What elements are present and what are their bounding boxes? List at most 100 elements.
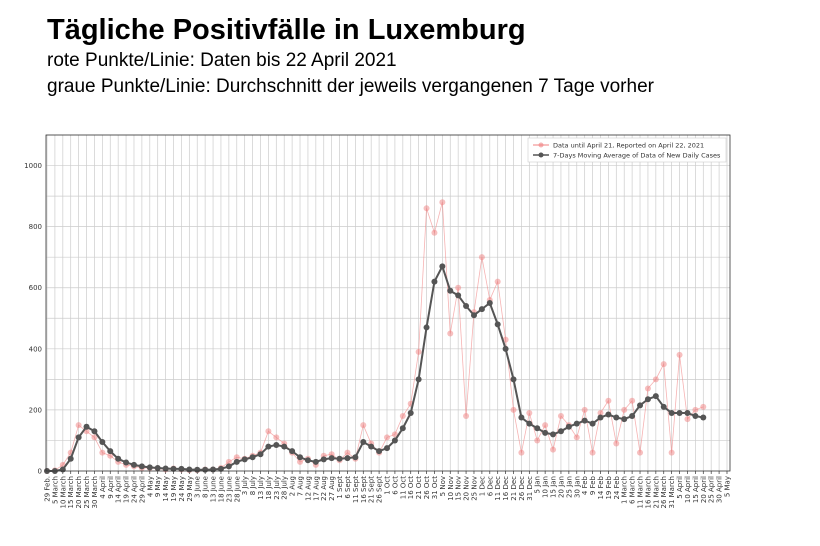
daily-cases-point [439,199,446,206]
x-tick-label: 29 April [138,476,146,503]
x-tick-label: 19 April [123,476,131,503]
x-tick-label: 31 March [668,476,676,508]
moving-average-point [486,300,493,306]
moving-average-point [225,463,232,470]
moving-average-point [463,303,470,310]
daily-cases-point [526,409,533,416]
moving-average-point [526,420,533,427]
daily-cases-point [589,449,596,456]
daily-cases-point [494,278,501,285]
daily-cases-point [463,413,470,420]
x-tick-label: 28 July [281,476,289,500]
x-tick-label: 26 March [660,476,668,508]
x-tick-label: 5 May [724,476,732,497]
daily-cases-point [534,437,541,444]
moving-average-point [368,443,375,450]
x-tick-label: 10 April [684,476,692,503]
daily-cases-point [75,422,82,429]
daily-cases-point [99,449,106,456]
x-tick-label: 8 July [249,476,257,495]
x-tick-label: 29 Feb. [44,476,52,502]
moving-average-point [550,431,557,438]
moving-average-point [281,443,288,450]
moving-average-point [178,465,185,472]
x-tick-label: 25 April [708,476,716,503]
x-tick-label: 21 Dec [510,476,518,501]
x-tick-label: 21 Sept [368,476,376,503]
moving-average-point [660,403,667,410]
x-tick-label: 28 June [233,476,241,502]
moving-average-point [146,464,153,471]
moving-average-point [613,414,620,421]
daily-cases-point [557,413,564,420]
x-tick-label: 6 Dec [486,476,494,496]
daily-cases-point [273,434,280,441]
series [44,199,707,474]
x-tick-label: 14 Feb [597,475,605,499]
moving-average-point [684,409,691,416]
x-tick-label: 18 June [217,476,225,502]
x-tick-label: 5 Jan [534,476,542,493]
moving-average-point [186,466,193,473]
daily-cases-point [518,449,525,456]
moving-average-point [518,414,525,421]
moving-average-point [249,454,256,461]
x-tick-label: 26 Dec [518,476,526,501]
daily-cases-point [684,416,691,423]
moving-average-point [320,456,327,463]
x-tick-label: 25 March [83,476,91,508]
x-tick-label: 23 June [225,476,233,502]
x-tick-label: 9 May [154,476,162,497]
daily-cases-point [265,428,272,435]
x-tick-label: 25 Jan [565,476,573,498]
daily-cases-point [637,449,644,456]
y-tick-label: 1000 [24,162,42,170]
x-tick-label: 12 Aug [304,476,312,501]
x-tick-label: 14 April [115,476,123,503]
moving-average-point [83,423,90,430]
moving-average-point [589,420,596,427]
x-tick-label: 23 July [273,476,281,500]
moving-average-point [99,438,106,445]
x-tick-label: 30 March [91,476,99,508]
moving-average-point [573,420,580,427]
x-tick-label: 26 Sept [376,476,384,503]
x-tick-label: 4 May [146,476,154,497]
x-tick-label: 14 May [162,476,170,502]
daily-cases-point [399,413,406,420]
daily-cases-point [447,330,454,337]
legend-marker-grey [538,152,544,158]
moving-average-point [644,396,651,403]
daily-cases-point [510,406,517,413]
moving-average-point [542,429,549,436]
x-tick-label: 20 Nov [463,476,471,501]
daily-cases-point [652,376,659,383]
x-tick-label: 11 March [637,476,645,508]
daily-cases-point [384,434,390,441]
x-tick-label: 15 Nov [455,476,463,501]
daily-cases-point [550,446,557,453]
daily-cases-point [660,361,667,368]
daily-cases-point [478,254,485,261]
daily-cases-point [668,449,675,456]
daily-cases-point [344,449,351,456]
moving-average-point [67,455,74,462]
x-tick-label: 2 Aug [289,476,297,496]
x-tick-label: 25 Nov [470,476,478,501]
moving-average-point [194,466,201,473]
x-tick-label: 31 Oct [431,476,439,499]
moving-average-point [407,409,414,416]
moving-average-point [399,425,406,432]
x-tick-label: 16 Oct [407,476,415,499]
daily-cases-point [692,406,699,413]
moving-average-point [621,416,628,423]
moving-average-point [344,455,351,462]
x-tick-label: 11 Sept [352,476,360,503]
plot-frame [45,134,731,472]
moving-average-point [130,461,137,468]
x-tick-label: 10 Nov [447,476,455,501]
x-tick-label: 26 Oct [423,476,431,499]
moving-average-point [217,465,224,472]
x-tick-label: 18 July [265,476,273,500]
